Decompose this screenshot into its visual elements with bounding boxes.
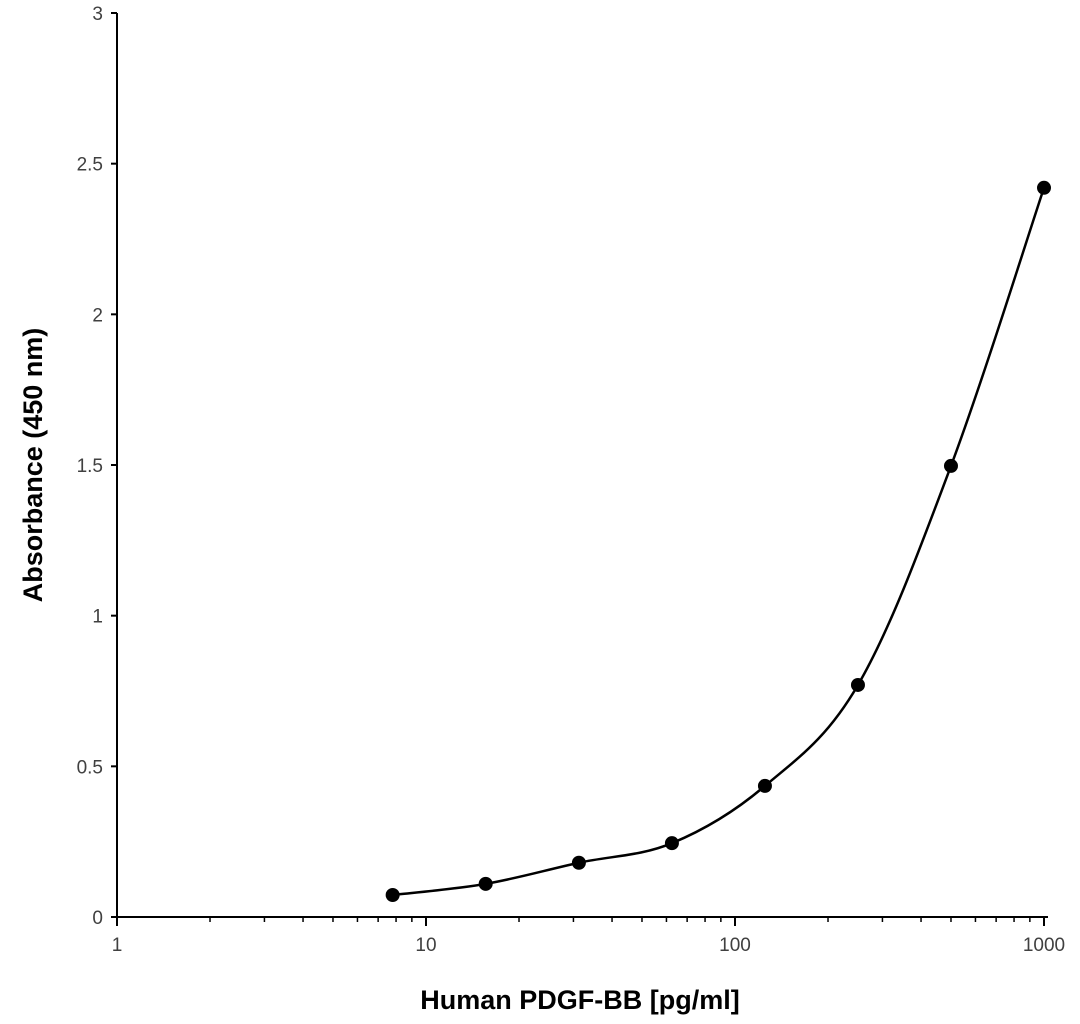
data-point [571,855,586,870]
data-point [478,876,493,891]
x-tick-label: 1 [112,935,123,956]
data-point [385,888,400,903]
data-point [757,778,772,793]
data-point [664,836,679,851]
y-tick-label: 1.5 [77,456,103,477]
y-tick-label: 2.5 [77,155,103,176]
x-tick-label: 1000 [1023,935,1065,956]
data-points [385,180,1051,903]
x-tick-label: 100 [719,935,751,956]
x-axis-title: Human PDGF-BB [pg/ml] [420,985,739,1015]
y-tick-label: 2 [92,305,103,326]
y-tick-label: 0 [92,908,103,929]
x-tick-label: 10 [415,935,436,956]
y-tick-label: 3 [92,4,103,25]
series-line [392,187,1046,897]
axes [111,12,1048,926]
y-tick-label: 1 [92,607,103,628]
y-tick-label: 0.5 [77,757,103,778]
y-axis-title: Absorbance (450 nm) [18,328,48,603]
data-point [850,677,865,692]
data-point [943,458,958,473]
data-point [1037,180,1051,195]
tick-labels: 0 0.5 1 1.5 2 2.5 3 1 10 100 1000 [77,4,1066,956]
